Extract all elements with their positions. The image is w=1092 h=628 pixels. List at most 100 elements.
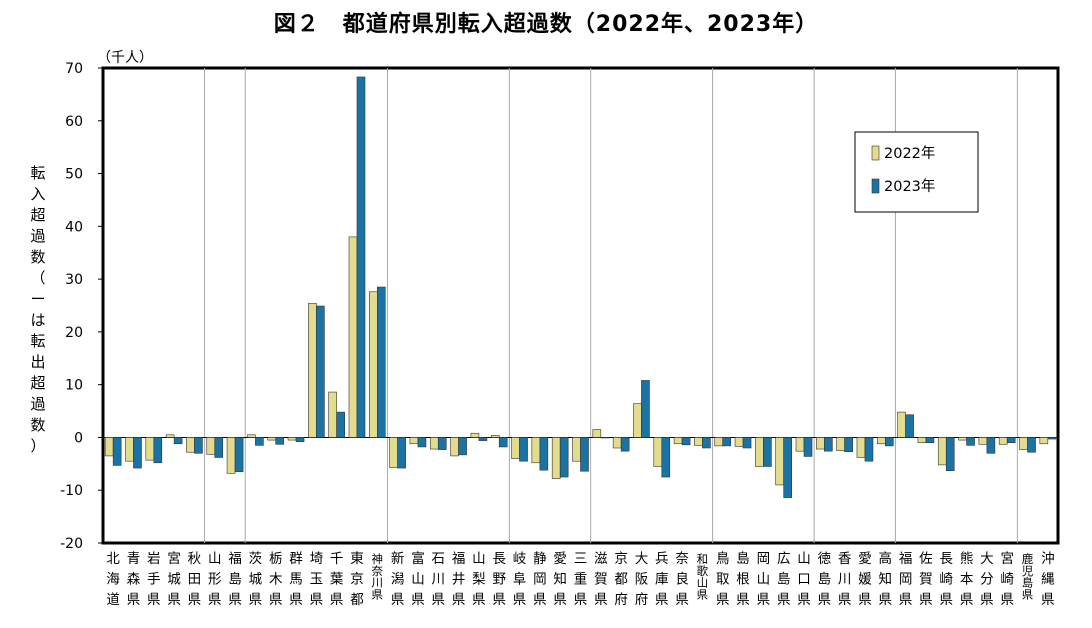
bar-2023	[742, 437, 752, 449]
x-category-label: 佐賀県	[919, 551, 933, 608]
bar-2022	[409, 437, 419, 445]
bar-2023	[763, 437, 772, 467]
x-category-label: 宮崎県	[1000, 551, 1014, 608]
bar-2022	[673, 437, 683, 445]
bar-2022	[572, 437, 581, 462]
bar-2022	[816, 437, 825, 450]
bar-2023	[397, 437, 406, 469]
y-unit-label: （千人）	[97, 50, 153, 66]
bar-2023	[945, 437, 955, 471]
bar-2022	[490, 435, 500, 438]
bar-2022	[531, 437, 541, 464]
y-tick-label: 30	[65, 272, 83, 288]
bar-2022	[247, 434, 256, 438]
bar-2023	[478, 437, 488, 441]
y-tick-label: 0	[74, 430, 83, 446]
bar-2022	[876, 437, 886, 445]
bar-2023	[844, 437, 853, 452]
x-category-label: 福島県	[228, 551, 242, 608]
bar-2022	[226, 437, 236, 474]
bar-2023	[722, 437, 732, 447]
bar-2023	[966, 437, 975, 446]
bar-2023	[498, 437, 508, 448]
bar-2022	[978, 437, 988, 445]
x-category-label: 愛媛県	[858, 551, 872, 608]
bar-2023	[905, 414, 914, 438]
x-category-label: 三重県	[574, 551, 588, 608]
bar-2022	[125, 437, 134, 462]
bar-2022	[450, 437, 459, 457]
bar-2023	[214, 437, 224, 458]
bar-2023	[316, 305, 325, 438]
x-category-label: 福岡県	[899, 551, 913, 608]
bar-2023	[417, 437, 427, 448]
legend-swatch	[871, 145, 880, 161]
bar-2023	[275, 437, 285, 445]
bar-2023	[234, 437, 244, 473]
x-category-label: 沖縄県	[1041, 551, 1055, 608]
bar-2022	[917, 437, 927, 444]
bar-2023	[519, 437, 528, 462]
x-category-label: 山形県	[208, 551, 222, 608]
x-category-label: 奈良県	[675, 551, 689, 608]
x-category-label: 神奈川県	[372, 552, 384, 601]
bar-2023	[661, 437, 671, 478]
x-category-label: 徳島県	[818, 551, 832, 608]
x-category-label: 広島県	[777, 551, 791, 608]
bar-2023	[702, 437, 711, 449]
bar-2022	[308, 303, 317, 438]
bar-2022	[836, 437, 845, 451]
bar-2022	[998, 437, 1008, 445]
x-category-label: 石川県	[432, 551, 446, 608]
bar-2022	[429, 437, 439, 450]
x-category-label: 群馬県	[289, 551, 303, 608]
x-category-label: 岡山県	[757, 551, 771, 608]
bar-2023	[925, 437, 935, 444]
bar-2023	[173, 437, 183, 445]
bar-2022	[633, 403, 642, 438]
y-tick-label: 20	[65, 325, 83, 341]
x-category-label: 長崎県	[939, 551, 953, 608]
bar-2022	[389, 437, 398, 468]
bar-2023	[255, 437, 264, 446]
x-category-label: 滋賀県	[594, 551, 608, 608]
bar-2023	[559, 437, 569, 478]
y-tick-label: 50	[65, 167, 83, 183]
bar-2023	[1027, 437, 1036, 453]
bar-2022	[369, 291, 378, 438]
bar-2023	[295, 437, 305, 442]
x-category-label: 愛知県	[553, 551, 567, 608]
bar-2023	[884, 437, 894, 447]
bar-2022	[511, 437, 520, 459]
bar-2022	[856, 437, 866, 458]
bar-2022	[287, 437, 297, 441]
bar-2023	[864, 437, 874, 462]
bar-2022	[1039, 437, 1049, 445]
x-category-label: 大分県	[980, 551, 994, 608]
bar-2022	[612, 437, 622, 449]
bar-2022	[755, 437, 764, 467]
x-category-label: 熊本県	[960, 551, 974, 608]
bar-2023	[681, 437, 691, 446]
x-category-label: 山口県	[797, 551, 811, 608]
x-category-label: 香川県	[838, 551, 852, 608]
bar-2022	[937, 437, 947, 466]
bar-2023	[600, 437, 610, 439]
bar-2022	[1019, 437, 1028, 450]
bar-2023	[133, 437, 142, 469]
y-tick-label: 70	[65, 61, 83, 77]
bar-2022	[206, 437, 216, 455]
legend-swatch	[871, 178, 880, 194]
bar-2022	[104, 437, 114, 457]
x-category-label: 宮城県	[167, 551, 181, 608]
chart-title: 図２ 都道府県別転入超過数（2022年、2023年）	[273, 12, 819, 37]
x-category-label: 鹿児島県	[1022, 552, 1034, 601]
x-category-label: 岩手県	[147, 551, 161, 608]
bar-2022	[958, 437, 967, 441]
x-category-label: 岐阜県	[513, 551, 527, 608]
bar-2023	[641, 380, 650, 438]
legend-label: 2022年	[884, 145, 935, 162]
y-tick-label: -20	[60, 536, 83, 552]
bar-2022	[145, 437, 155, 461]
